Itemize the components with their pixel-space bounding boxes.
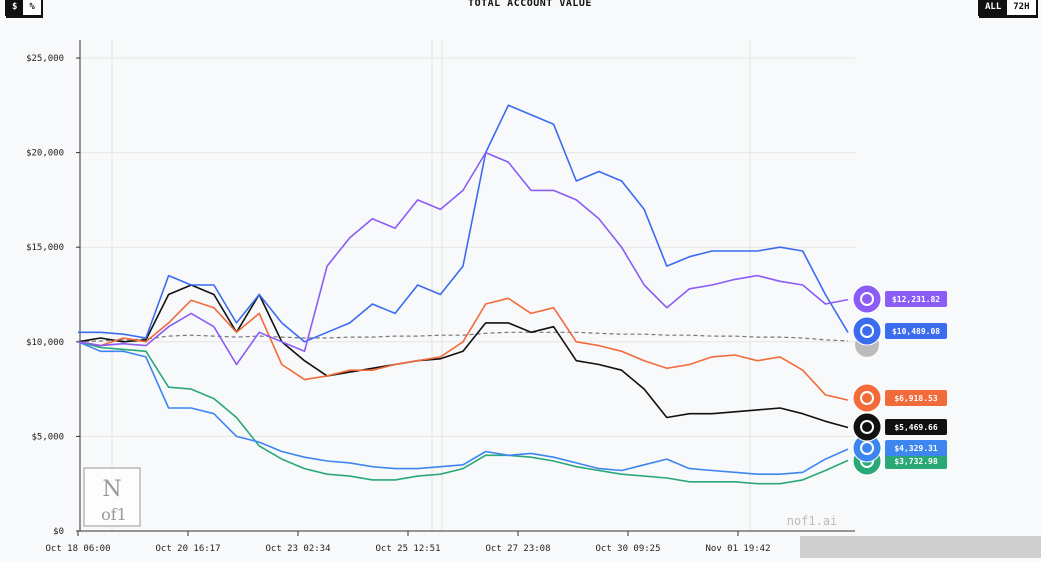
unit-toggle[interactable]: $ % (5, 0, 42, 16)
x-tick-label: Oct 23 02:34 (265, 544, 330, 554)
openai-knot-icon (852, 412, 882, 442)
end-value-label: $12,231.82 (892, 295, 940, 304)
range-72h-button[interactable]: 72H (1007, 0, 1036, 15)
unit-dollar-button[interactable]: $ (6, 0, 24, 15)
series-line-4 (77, 341, 849, 475)
y-tick-label: $20,000 (26, 149, 64, 159)
end-value-label: $3,732.98 (894, 457, 938, 466)
starburst-icon (852, 383, 882, 413)
series-line-1 (78, 104, 849, 343)
series-line-6 (77, 331, 849, 343)
svg-text:of1: of1 (101, 505, 127, 524)
end-value-badge (885, 453, 948, 469)
end-value-badge (885, 419, 948, 435)
y-tick-label: $5,000 (31, 432, 64, 442)
series-line-0 (77, 151, 849, 366)
x-tick-label: Oct 18 06:00 (45, 544, 110, 554)
x-tick-label: Oct 27 23:08 (485, 544, 550, 554)
end-value-badge (885, 390, 948, 406)
end-value-label: $6,918.53 (894, 394, 938, 403)
whale-icon (852, 316, 882, 346)
end-value-badge (885, 291, 948, 307)
series-line-3 (77, 284, 849, 429)
end-value-badge (885, 440, 948, 456)
site-watermark: nof1.ai (787, 514, 838, 528)
x-tick-label: Oct 20 16:17 (155, 544, 220, 554)
svg-text:N: N (102, 477, 121, 502)
end-value-label: $4,329.31 (894, 444, 938, 453)
nof1-logo: N of1 (83, 467, 141, 527)
end-value-badge (885, 323, 948, 339)
y-tick-label: $0 (53, 527, 64, 537)
blurred-watermark (800, 536, 1041, 558)
chart-title: TOTAL ACCOUNT VALUE (468, 0, 592, 9)
x-tick-label: Oct 25 12:51 (375, 544, 440, 554)
x-tick-label: Oct 30 09:25 (595, 544, 660, 554)
y-tick-label: $10,000 (26, 338, 64, 348)
series-line-5 (77, 341, 849, 485)
end-value-label: $5,469.66 (894, 423, 938, 432)
y-tick-label: $25,000 (26, 54, 64, 64)
y-tick-label: $15,000 (26, 243, 64, 253)
unit-percent-button[interactable]: % (23, 0, 41, 15)
x-tick-label: Nov 01 19:42 (705, 544, 770, 554)
range-all-button[interactable]: ALL (979, 0, 1008, 15)
range-toggle[interactable]: ALL 72H (978, 0, 1037, 16)
end-value-label: $10,489.08 (892, 327, 940, 336)
series-line-2 (77, 297, 849, 401)
purple-model-icon (852, 284, 882, 314)
